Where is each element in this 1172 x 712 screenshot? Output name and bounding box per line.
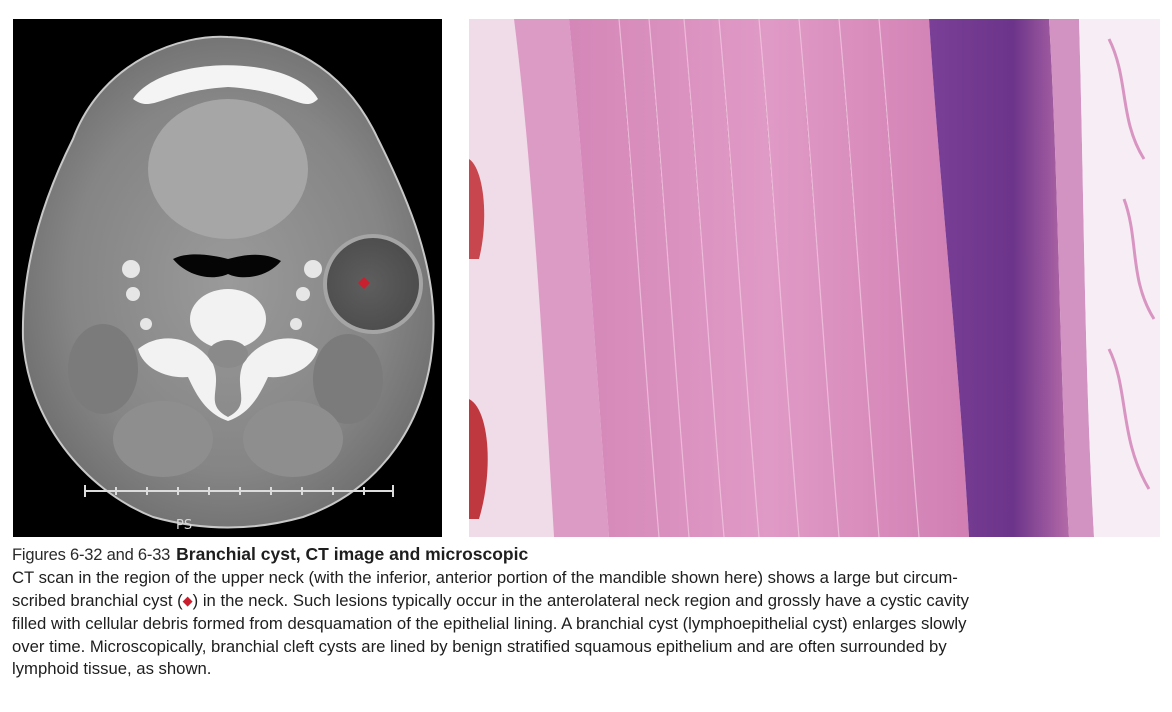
caption-line: filled with cellular debris formed from …: [12, 614, 967, 634]
micrograph-drawing: [469, 19, 1160, 537]
cyst-marker-diamond: [358, 277, 370, 289]
ct-image-label: PS: [176, 518, 192, 533]
ct-scan-image: PS: [13, 19, 442, 537]
lymphoid-tissue: [929, 19, 1069, 537]
caption-heading: Figures 6-32 and 6-33 Branchial cyst, CT …: [12, 542, 1162, 567]
caption-line: scribed branchial cyst (◆) in the neck. …: [12, 590, 1162, 614]
ct-scan-drawing: PS: [21, 35, 435, 533]
squamous-epithelium: [1049, 19, 1094, 537]
oral-soft-tissue: [148, 99, 308, 239]
scale-bar: [84, 485, 394, 497]
cyst-marker-symbol: ◆: [182, 592, 193, 608]
caption-line: lymphoid tissue, as shown.: [12, 659, 212, 679]
mandible-bone: [133, 65, 318, 105]
cervical-vertebra: [138, 289, 318, 421]
fibrous-streaks: [618, 19, 920, 537]
fibrous-cyst-wall: [569, 19, 969, 537]
figure-title: Branchial cyst, CT image and microscopic: [176, 544, 529, 564]
neck-vessels: [122, 260, 322, 330]
caption-line: CT scan in the region of the upper neck …: [12, 568, 958, 587]
figure-caption: Figures 6-32 and 6-33 Branchial cyst, CT …: [12, 542, 1162, 681]
figure-numbers: Figures 6-32 and 6-33: [12, 546, 171, 564]
caption-text: ) in the neck. Such lesions typically oc…: [192, 590, 970, 610]
branchial-cyst: [323, 234, 423, 334]
caption-body: CT scan in the region of the upper neck …: [12, 567, 1162, 681]
airway: [173, 254, 281, 278]
caption-text: scribed branchial cyst (: [12, 590, 183, 610]
caption-line: over time. Microscopically, branchial cl…: [12, 636, 947, 656]
left-debris-region: [469, 19, 554, 537]
cellular-debris-layer: [514, 19, 609, 537]
micrograph-image: [469, 19, 1160, 537]
right-tissue-strands: [1107, 38, 1156, 490]
